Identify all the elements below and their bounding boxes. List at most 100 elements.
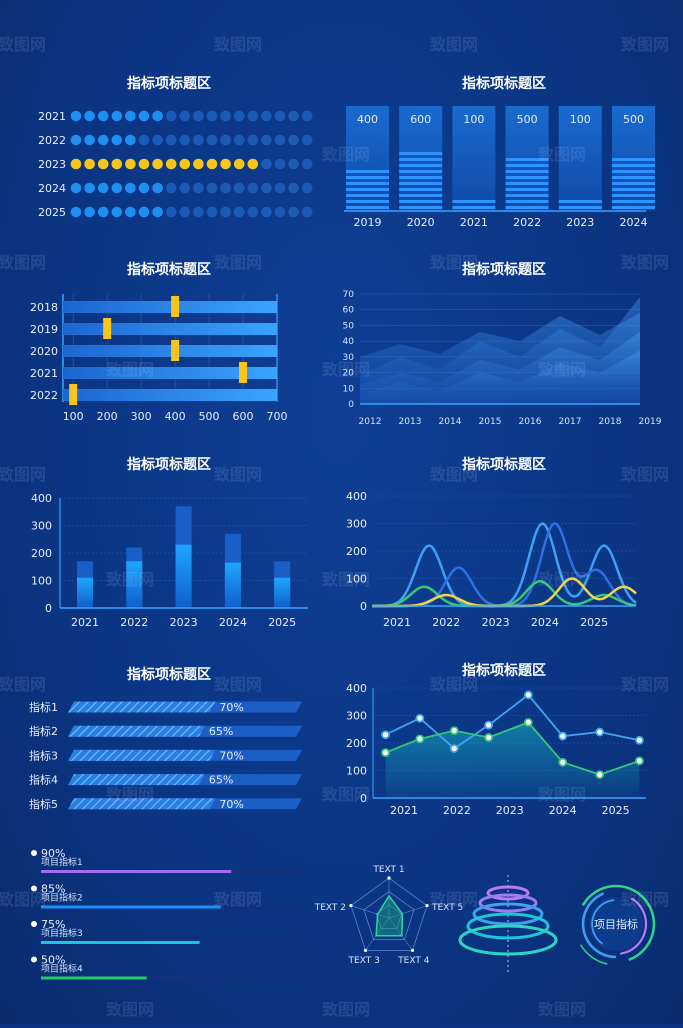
dot-mark [125, 110, 136, 122]
dot-mark [247, 206, 259, 218]
level-stripe [505, 194, 549, 197]
progress-fill [41, 870, 232, 873]
x-tick: 2025 [268, 616, 296, 629]
level-stripe [399, 200, 443, 203]
line-series [385, 721, 640, 776]
level-stripe [505, 170, 549, 173]
dot-mark [220, 182, 231, 194]
donut-arc [620, 897, 648, 955]
watermark: 致图网 [0, 35, 46, 54]
watermark: 致图网 [322, 785, 370, 804]
bar-track [63, 367, 277, 379]
radar-vertex [349, 904, 353, 908]
dot-mark [165, 158, 177, 170]
value-label: 70% [219, 749, 243, 762]
dot-mark [247, 110, 259, 122]
column-bg [452, 106, 496, 210]
x-tick: 300 [131, 410, 152, 423]
watermark: 致图网 [0, 675, 46, 694]
watermark: 致图网 [430, 675, 478, 694]
radar-vertex [363, 948, 368, 952]
watermark: 致图网 [538, 1000, 586, 1019]
dot-mark [70, 182, 82, 194]
item-label: 项目指标1 [41, 856, 83, 868]
year-label: 2023 [38, 158, 66, 171]
spiral-ring [472, 902, 544, 926]
dot-mark [84, 182, 95, 194]
line-point [381, 748, 390, 758]
line-point [635, 756, 644, 766]
level-stripe [612, 170, 655, 173]
dot-mark [138, 134, 150, 146]
dot-mark [233, 182, 245, 194]
x-tick: 600 [233, 410, 254, 423]
level-stripe [399, 152, 443, 155]
line-point [635, 735, 644, 745]
level-stripe [505, 182, 549, 185]
level-stripe [399, 206, 443, 209]
value-label: 70% [219, 701, 243, 714]
y-tick: 300 [346, 710, 367, 723]
line-point [595, 770, 605, 780]
radar-axis-label: TEXT 4 [397, 956, 430, 966]
watermark: 致图网 [621, 890, 669, 909]
y-tick: 300 [346, 518, 367, 531]
dot-mark [261, 110, 272, 122]
bar-track [63, 301, 277, 313]
marker-mark [171, 296, 180, 317]
level-stripe [505, 200, 549, 203]
watermark: 致图网 [0, 465, 46, 484]
watermark: 致图网 [322, 1000, 370, 1019]
line-point [381, 730, 390, 740]
dot-mark [233, 158, 245, 170]
dot-mark [301, 158, 313, 170]
dot-mark [247, 158, 259, 170]
bar-fill [68, 749, 216, 761]
bar-part [274, 577, 291, 608]
x-tick: 2024 [531, 616, 559, 629]
dot-mark [179, 206, 191, 218]
level-stripe [399, 170, 443, 173]
line-point [523, 690, 533, 700]
bar-track [63, 389, 277, 401]
panel-title: 指标项标题区 [127, 456, 211, 473]
x-tick: 2021 [383, 616, 411, 629]
x-tick: 2021 [71, 616, 99, 629]
panel-title: 指标项标题区 [127, 261, 211, 278]
dot-mark [206, 134, 218, 146]
watermark: 致图网 [106, 360, 154, 379]
radar-shape [375, 894, 404, 937]
radar-vertex [425, 904, 429, 908]
spiral-ring [478, 893, 538, 913]
bar-part [224, 562, 241, 608]
dot-mark [301, 110, 313, 122]
dot-mark [179, 110, 191, 122]
value-label: 100 [463, 113, 484, 126]
y-tick: 2021 [30, 367, 58, 380]
y-tick: 100 [346, 573, 367, 586]
dot-mark [70, 206, 82, 218]
dot-mark [301, 206, 313, 218]
x-tick: 2023 [496, 804, 524, 817]
x-tick: 2022 [432, 616, 460, 629]
dot-mark [233, 134, 245, 146]
x-tick: 2022 [120, 616, 148, 629]
y-tick: 400 [31, 492, 52, 505]
dot-mark [261, 134, 272, 146]
y-tick: 2022 [30, 389, 58, 402]
y-tick: 0 [45, 602, 52, 615]
y-tick: 200 [31, 547, 52, 560]
y-tick: 70 [343, 290, 355, 300]
dot-mark [179, 134, 191, 146]
dot-mark [274, 110, 286, 122]
watermark: 致图网 [538, 570, 586, 589]
dot-mark [70, 110, 82, 122]
dot-mark [193, 182, 204, 194]
dot-mark [97, 158, 109, 170]
level-stripe [346, 188, 389, 191]
level-stripe [612, 182, 655, 185]
level-stripe [399, 182, 443, 185]
line-point [595, 727, 605, 737]
x-tick: 2014 [439, 417, 462, 427]
